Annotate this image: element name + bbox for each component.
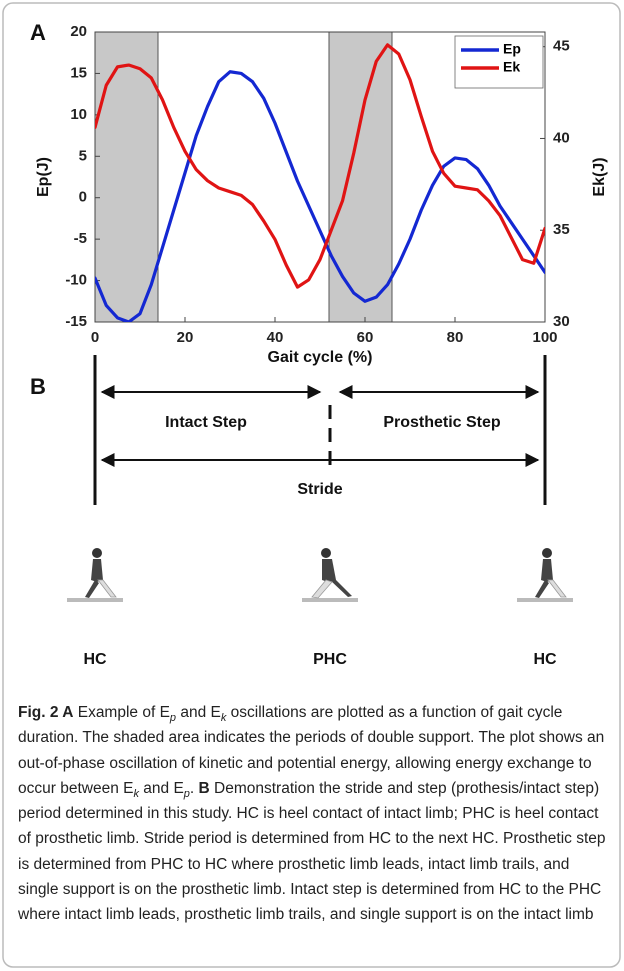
- caption-text: and E: [139, 780, 184, 797]
- y-tick-label: 20: [70, 23, 87, 40]
- y2-axis-label: Ek(J): [591, 157, 608, 196]
- legend-box: [455, 36, 543, 88]
- chart: -15 -10 -5 0 5 10 15 20 30 35 40 45 0 20 40 60 80 100 A Gai…: [30, 20, 608, 366]
- panel-b: B Intact Step Prosthetic Step Stride: [30, 355, 573, 668]
- y2-tick-label: 35: [553, 221, 570, 238]
- event-label: HC: [83, 651, 107, 668]
- series-line: [95, 72, 545, 322]
- caption-text: Fig. 2: [18, 704, 58, 721]
- x-tick-label: 0: [91, 329, 99, 346]
- caption-text: and E: [176, 704, 221, 721]
- legend-label: Ep: [503, 41, 521, 57]
- y2-tick-label: 40: [553, 129, 570, 146]
- prosthetic-step-label: Prosthetic Step: [383, 414, 501, 431]
- x-tick-label: 40: [267, 329, 284, 346]
- panel-label: A: [30, 20, 46, 45]
- x-tick-label: 100: [532, 329, 557, 346]
- caption-text: A: [58, 704, 73, 721]
- y-tick-label: 0: [79, 189, 87, 206]
- x-tick-label: 80: [447, 329, 464, 346]
- y-tick-label: 10: [70, 106, 87, 123]
- y-tick-label: -5: [74, 230, 87, 247]
- panel-label: B: [30, 374, 46, 399]
- x-axis-label: Gait cycle (%): [268, 349, 373, 366]
- x-tick-label: 60: [357, 329, 374, 346]
- legend-label: Ek: [503, 59, 520, 75]
- caption-text: Example of E: [73, 704, 170, 721]
- page: {"chart_data": {"type": "line", "panel_l…: [0, 0, 624, 971]
- y-tick-label: -10: [65, 272, 87, 289]
- y-tick-label: 15: [70, 64, 87, 81]
- caption-text: B: [194, 780, 210, 797]
- walker-icon: [302, 548, 358, 602]
- y-tick-label: -15: [65, 313, 87, 330]
- caption: Fig. 2 A Example of Ep and Ek oscillatio…: [18, 700, 608, 928]
- event-label: HC: [533, 651, 557, 668]
- legend: Ep Ek: [455, 36, 543, 88]
- y2-tick-label: 45: [553, 38, 570, 55]
- y2-tick-label: 30: [553, 313, 570, 330]
- walker-icon: [517, 548, 573, 602]
- event-label: PHC: [313, 651, 347, 668]
- y-axis-label: Ep(J): [35, 157, 52, 197]
- x-tick-label: 20: [177, 329, 194, 346]
- y-tick-label: 5: [79, 147, 87, 164]
- walker-icon: [67, 548, 123, 602]
- intact-step-label: Intact Step: [165, 414, 247, 431]
- shaded-region: [329, 32, 392, 322]
- caption-text: Demonstration the stride and step (proth…: [18, 780, 606, 923]
- stride-label: Stride: [297, 481, 342, 498]
